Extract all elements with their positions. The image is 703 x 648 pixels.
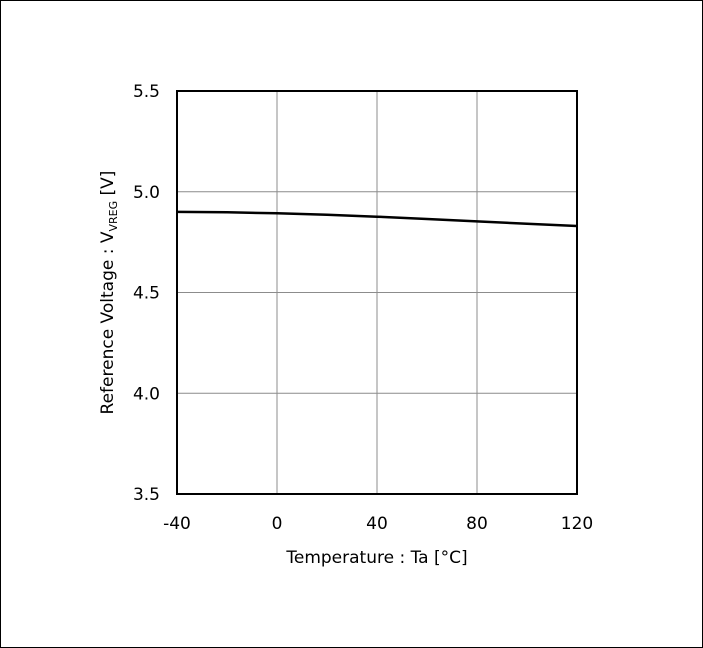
y-tick-label: 3.5 (133, 485, 160, 505)
y-tick-label: 5.0 (133, 183, 160, 203)
x-tick-label: 0 (272, 514, 283, 534)
y-tick-label: 4.5 (133, 284, 160, 304)
y-tick-label: 5.5 (133, 82, 160, 102)
x-tick-label: -40 (163, 514, 191, 534)
y-axis-label-subscript: VREG (107, 201, 120, 232)
plot-area-border (176, 90, 578, 495)
y-axis-label-suffix: [V] (98, 171, 118, 201)
grid-lines (176, 90, 578, 495)
series-line (176, 210, 578, 228)
x-tick-label: 80 (466, 514, 488, 534)
series-layer (176, 210, 578, 228)
y-axis-label: Reference Voltage : VVREG [V] (98, 171, 120, 415)
y-tick-labels: 3.5 4.0 4.5 5.0 5.5 (133, 82, 160, 505)
x-axis-label: Temperature : Ta [°C] (285, 548, 467, 568)
x-tick-label: 120 (561, 514, 593, 534)
x-tick-label: 40 (366, 514, 388, 534)
y-axis-label-prefix: Reference Voltage : V (98, 231, 118, 414)
y-tick-label: 4.0 (133, 384, 160, 404)
x-tick-labels: -40 0 40 80 120 (163, 514, 593, 534)
